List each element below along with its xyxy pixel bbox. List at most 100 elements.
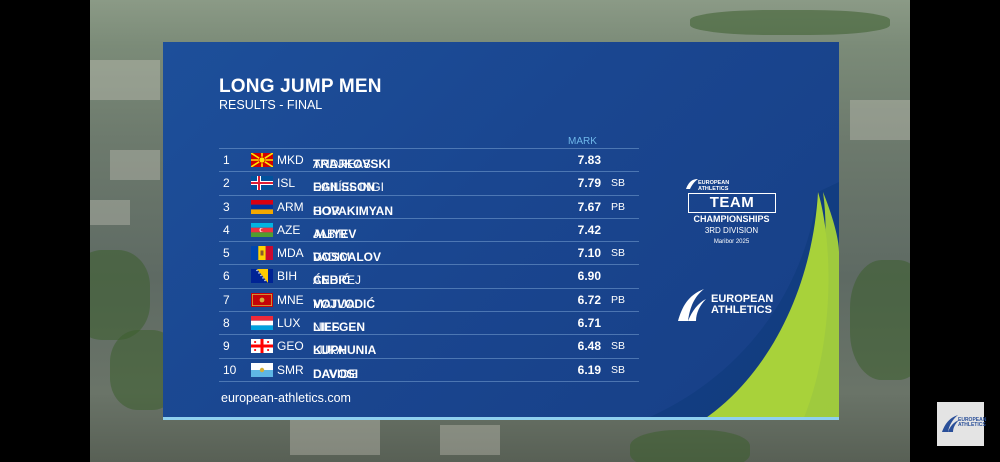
corner-logo-line1: EUROPEAN	[958, 417, 987, 423]
athlete-first-name: DANÍEL INGI	[313, 180, 384, 195]
mda-flag-icon	[251, 246, 273, 261]
mark-column-header: MARK	[568, 136, 597, 147]
result-row: 3 ARM GOR HOVAKIMYAN 7.67 PB	[219, 196, 639, 219]
nation-code: LUX	[277, 316, 301, 331]
mark-value: 6.71	[577, 316, 601, 331]
rank: 8	[223, 316, 230, 331]
athlete-last-name: KUPHUNIA	[313, 343, 377, 358]
athlete-first-name: LUKA	[313, 343, 345, 358]
athlete-first-name: DAVIDE	[313, 366, 357, 381]
athlete-first-name: GOR	[313, 203, 341, 218]
rank: 9	[223, 339, 230, 354]
nation-code: GEO	[277, 339, 304, 354]
nation-code: ISL	[277, 176, 296, 191]
rank: 3	[223, 199, 230, 214]
mark-value: 7.67	[577, 199, 601, 214]
rank: 10	[223, 362, 237, 377]
mark-value: 7.83	[577, 153, 601, 167]
athlete-first-name: MATIJA	[313, 296, 355, 311]
result-row: 2 ISL DANÍEL INGI EGILSSON 7.79 SB	[219, 172, 639, 196]
nation-code: AZE	[277, 222, 301, 237]
team-badge-text: TEAM	[709, 194, 755, 211]
nation-code: MDA	[277, 246, 304, 261]
mark-value: 6.90	[577, 269, 601, 284]
bih-flag-icon	[251, 269, 273, 284]
results-table: 1 MKD ANDREAS TRAJKOVSKI 7.83 2 ISL DANÍEL ING…	[219, 148, 639, 382]
smr-flag-icon	[251, 362, 273, 377]
lux-flag-icon	[251, 316, 273, 331]
ea-logo-line1: EUROPEAN	[711, 293, 774, 305]
athlete-last-name: VOJVODIĆ	[313, 296, 376, 311]
rank: 7	[223, 292, 230, 307]
mne-flag-icon	[251, 292, 273, 307]
record-note: SB	[611, 177, 626, 190]
result-row: 8 LUX NILS LIEFGEN 6.71	[219, 312, 639, 336]
ea-runner-icon	[678, 289, 706, 321]
rank: 1	[223, 153, 230, 167]
nation-code: SMR	[277, 362, 304, 377]
aze-flag-icon	[251, 222, 273, 237]
result-row: 7 MNE MATIJA VOJVODIĆ 6.72 PB	[219, 289, 639, 313]
rank: 4	[223, 222, 230, 237]
rank: 5	[223, 246, 230, 261]
result-row: 5 MDA VADIM DOSCALOV 7.10 SB	[219, 242, 639, 266]
record-note: SB	[611, 247, 626, 260]
record-note: PB	[611, 293, 626, 306]
nation-code: MNE	[277, 292, 304, 307]
athlete-last-name: DAVOSI	[313, 366, 359, 381]
mark-value: 7.10	[577, 246, 601, 261]
result-row: 6 BIH ANDREJ ĆEBIĆ 6.90	[219, 265, 639, 289]
mark-value: 6.19	[577, 362, 601, 377]
mkd-flag-icon	[251, 153, 273, 167]
mark-value: 7.79	[577, 176, 601, 191]
rank: 6	[223, 269, 230, 284]
event-title: LONG JUMP MEN	[219, 76, 382, 97]
athlete-last-name: DOSCALOV	[313, 250, 382, 265]
record-note: PB	[611, 200, 626, 213]
team-city-text: Maribor 2025	[713, 239, 750, 245]
corner-watermark-logo: EUROPEAN ATHLETICS	[937, 402, 987, 446]
result-row: 4 AZE JABIR ALIYEV 7.42	[219, 219, 639, 243]
athlete-first-name: ANDREJ	[313, 273, 362, 288]
record-note: SB	[611, 363, 626, 376]
result-row: 9 GEO LUKA KUPHUNIA 6.48 SB	[219, 335, 639, 359]
results-panel: LONG JUMP MEN RESULTS - FINAL MARK 1 MKD A…	[163, 42, 839, 420]
nation-code: MKD	[277, 153, 304, 167]
runner-mark-icon	[686, 179, 698, 189]
team-logo-line2: ATHLETICS	[698, 186, 729, 192]
mark-value: 6.72	[577, 292, 601, 307]
record-note: SB	[611, 340, 626, 353]
arm-flag-icon	[251, 199, 273, 214]
panel-bottom-line	[163, 417, 839, 420]
nation-code: ARM	[277, 199, 304, 214]
rank: 2	[223, 176, 230, 191]
team-division-text: 3RD DIVISION	[704, 226, 759, 235]
website-url: european-athletics.com	[221, 391, 351, 405]
team-championships-text: CHAMPIONSHIPS	[693, 214, 770, 224]
corner-runner-icon	[942, 415, 959, 432]
geo-flag-icon	[251, 339, 273, 354]
athlete-first-name: NILS	[313, 320, 340, 335]
mark-value: 6.48	[577, 339, 601, 354]
athlete-last-name: HOVAKIMYAN	[313, 203, 394, 218]
result-row: 1 MKD ANDREAS TRAJKOVSKI 7.83	[219, 148, 639, 173]
athlete-last-name: LIEFGEN	[313, 320, 366, 335]
athlete-last-name: EGILSSON	[313, 180, 376, 195]
event-subtitle: RESULTS - FINAL	[219, 98, 323, 112]
athlete-last-name: ĆEBIĆ	[313, 273, 351, 288]
athlete-first-name: JABIR	[313, 226, 348, 241]
european-athletics-logo: EUROPEAN ATHLETICS	[674, 287, 784, 327]
nation-code: BIH	[277, 269, 298, 284]
athlete-first-name: VADIM	[313, 250, 351, 265]
team-championships-logo: EUROPEAN ATHLETICS TEAM CHAMPIONSHIPS 3RD…	[684, 177, 779, 265]
athlete-first-name: ANDREAS	[313, 157, 372, 171]
isl-flag-icon	[251, 176, 273, 191]
mark-value: 7.42	[577, 222, 601, 237]
corner-logo-line2: ATHLETICS	[958, 422, 986, 428]
ea-logo-line2: ATHLETICS	[711, 304, 772, 316]
team-logo-line1: EUROPEAN	[698, 180, 730, 186]
result-row: 10 SMR DAVIDE DAVOSI 6.19 SB	[219, 359, 639, 382]
athlete-last-name: ALIYEV	[313, 226, 357, 241]
athlete-last-name: TRAJKOVSKI	[313, 157, 391, 171]
swoosh-decoration	[643, 182, 839, 420]
